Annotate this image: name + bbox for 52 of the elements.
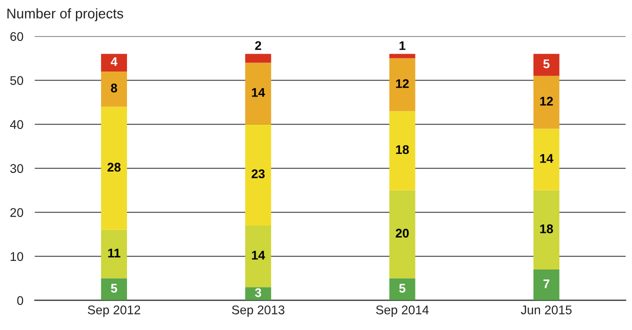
data-label: 14 (252, 88, 266, 97)
y-tick-label: 10 (10, 252, 24, 261)
y-tick-label: 40 (10, 120, 24, 129)
y-tick-label: 50 (10, 76, 24, 85)
data-label: 4 (110, 57, 118, 66)
bar (533, 190, 560, 270)
bar (245, 54, 272, 63)
data-label: 18 (396, 145, 409, 154)
data-label: 12 (540, 96, 553, 106)
data-label: 5 (543, 60, 550, 68)
data-label: 7 (543, 280, 550, 288)
bar (533, 270, 560, 300)
bar (389, 111, 416, 190)
bar (389, 58, 416, 112)
data-label: 1 (400, 41, 406, 50)
bar (389, 190, 416, 278)
data-label: 11 (108, 248, 120, 258)
bar (533, 128, 560, 190)
bar (245, 226, 272, 288)
y-axis-title: Number of projects (7, 8, 124, 22)
bar (245, 287, 272, 300)
bar (533, 54, 560, 76)
bar (101, 230, 127, 278)
y-tick-label: 20 (10, 208, 24, 217)
data-label: 2 (255, 41, 262, 50)
y-tick-label: 30 (10, 164, 24, 173)
x-tick-label: Sep 2012 (88, 305, 140, 317)
bar (245, 62, 272, 124)
bar (245, 124, 272, 226)
data-label: 18 (540, 224, 553, 234)
bar (101, 278, 127, 300)
bar (389, 54, 416, 58)
x-tick-label: Jun 2015 (520, 305, 572, 314)
data-label: 12 (396, 79, 409, 88)
data-label: 5 (399, 284, 406, 293)
bar (101, 106, 127, 230)
x-tick-label: Sep 2014 (376, 305, 429, 317)
bar (101, 72, 127, 107)
data-label: 20 (396, 228, 409, 238)
data-label: 23 (252, 169, 265, 178)
data-label: 8 (110, 84, 118, 92)
bar (389, 278, 416, 300)
x-tick-label: Sep 2013 (232, 305, 284, 317)
bar (533, 76, 560, 129)
data-label: 14 (252, 250, 266, 260)
bar (101, 54, 127, 72)
y-tick-label: 60 (10, 32, 24, 41)
data-label: 14 (540, 154, 554, 163)
data-label: 28 (108, 162, 121, 172)
data-label: 3 (254, 288, 262, 298)
y-tick-label: 0 (17, 296, 24, 305)
data-label: 5 (110, 284, 118, 293)
